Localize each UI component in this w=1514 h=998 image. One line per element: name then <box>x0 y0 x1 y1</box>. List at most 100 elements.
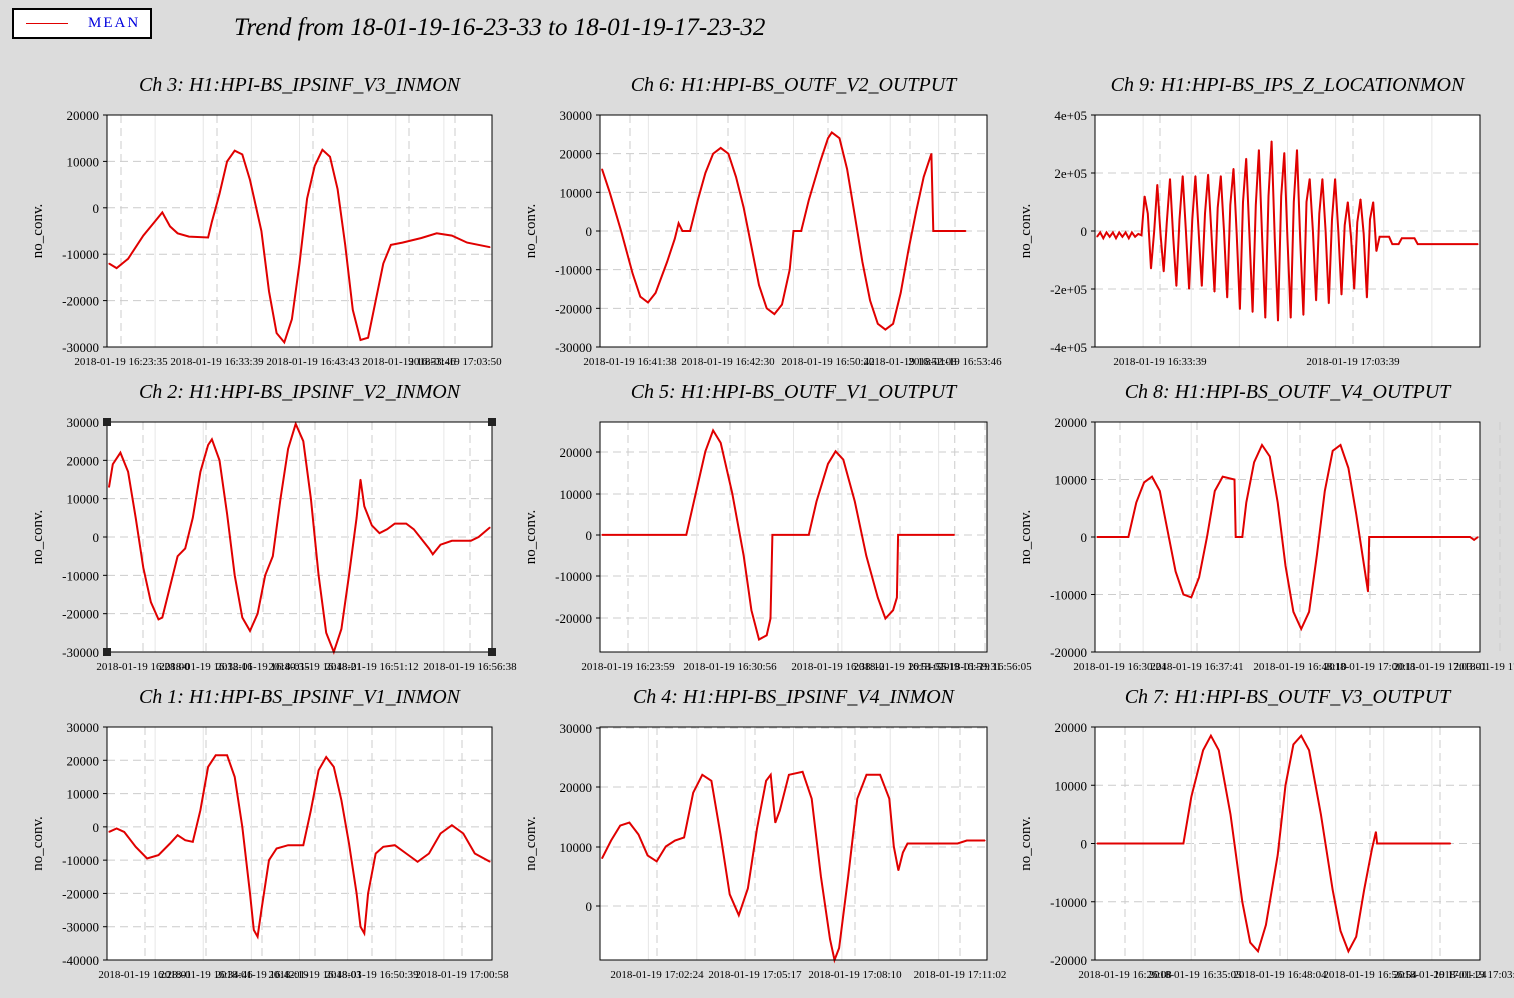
y-tick-label: 20000 <box>67 453 100 468</box>
x-tick-label: 2018-01-19 17:00:11 <box>1324 661 1417 673</box>
data-point <box>929 842 931 845</box>
data-point <box>1099 231 1101 233</box>
data-point <box>720 147 722 149</box>
data-point <box>298 262 301 265</box>
y-tick-label: 10000 <box>560 840 593 855</box>
data-point <box>1371 848 1373 850</box>
data-point <box>1290 317 1292 319</box>
data-point <box>1229 813 1232 816</box>
data-point <box>838 947 840 949</box>
y-tick-label: -20000 <box>1050 645 1087 660</box>
data-point <box>466 242 468 244</box>
data-point <box>769 617 772 620</box>
chart-title: Ch 9: H1:HPI-BS_IPS_Z_LOCATIONMON <box>1111 74 1466 96</box>
y-tick-label: -10000 <box>62 568 99 583</box>
y-tick-label: 10000 <box>1055 778 1088 793</box>
x-tick-label: 2018-01-19 16:48:10 <box>1253 661 1347 673</box>
data-point <box>386 528 388 530</box>
y-axis-label: no_conv. <box>523 510 539 564</box>
y-tick-label: -30000 <box>62 340 99 355</box>
x-tick-label: 2018-01-19 16:41:38 <box>583 356 677 368</box>
y-tick-label: -20000 <box>62 607 99 622</box>
data-point <box>628 822 631 824</box>
plot-frame <box>106 421 493 653</box>
data-point <box>620 230 622 232</box>
x-tick-label: 2018-01-19 16:53:46 <box>908 356 1002 368</box>
data-point <box>1169 178 1171 180</box>
data-point <box>405 852 407 855</box>
data-point <box>489 246 491 248</box>
data-point <box>1332 450 1334 452</box>
data-point <box>1239 308 1241 310</box>
data-point <box>1201 285 1203 287</box>
data-point <box>1367 591 1369 593</box>
x-tick-label: 2018-01-19 17:02:24 <box>610 969 704 981</box>
data-point <box>1249 941 1251 944</box>
y-tick-label: -30000 <box>62 920 99 935</box>
data-point <box>1376 842 1378 845</box>
chart-panel-6: Ch 8: H1:HPI-BS_OUTF_V4_OUTPUT no_conv. 20… <box>1018 381 1514 673</box>
data-point <box>108 831 110 833</box>
data-point <box>1366 297 1368 299</box>
chart-title: Ch 7: H1:HPI-BS_OUTF_V3_OUTPUT <box>1125 686 1452 708</box>
data-point <box>1153 230 1155 232</box>
data-point <box>665 845 667 848</box>
data-point <box>808 534 810 536</box>
data-point <box>218 193 221 195</box>
data-point <box>1299 239 1301 241</box>
data-point <box>1198 576 1200 578</box>
data-point <box>1125 231 1127 233</box>
data-point <box>1163 271 1165 273</box>
chart-panel-4: Ch 2: H1:HPI-BS_IPSINF_V2_INMON no_conv. 3… <box>30 381 517 673</box>
y-tick-label: -10000 <box>62 853 99 868</box>
data-point <box>1267 195 1270 197</box>
data-point <box>234 776 236 778</box>
data-point <box>348 842 350 845</box>
x-tick-label: 2018-01-19 17:03:50 <box>1433 969 1514 981</box>
data-point <box>378 532 381 534</box>
data-point <box>272 555 274 557</box>
data-point <box>900 292 902 294</box>
data-point <box>639 296 641 298</box>
data-point <box>257 936 259 938</box>
chart-title: Ch 8: H1:HPI-BS_OUTF_V4_OUTPUT <box>1125 381 1452 403</box>
data-point <box>1315 300 1317 302</box>
data-point <box>1242 201 1244 203</box>
x-tick-label: 2018-01-19 16:33:39 <box>170 356 264 368</box>
data-point <box>720 442 722 444</box>
data-point <box>241 826 243 828</box>
data-point <box>771 534 774 536</box>
plot-frame <box>106 114 493 348</box>
data-point <box>432 553 434 555</box>
data-point <box>1401 237 1403 239</box>
data-point <box>135 846 137 848</box>
data-point <box>915 211 917 213</box>
data-point <box>1151 476 1153 478</box>
data-point <box>869 300 871 302</box>
series-line <box>602 428 955 641</box>
data-point <box>169 225 171 227</box>
data-point <box>1143 481 1145 483</box>
data-point <box>1131 231 1133 233</box>
data-point <box>808 199 810 201</box>
data-point <box>1112 231 1114 233</box>
data-point <box>735 176 737 178</box>
x-tick-label: 2018-01-19 16:26:08 <box>1078 969 1172 981</box>
data-point <box>1261 444 1263 446</box>
data-point <box>211 438 213 440</box>
data-point <box>1202 749 1204 751</box>
y-axis-label: no_conv. <box>523 204 539 258</box>
data-point <box>1469 536 1471 538</box>
data-point <box>1213 291 1216 293</box>
data-point <box>1363 233 1365 235</box>
data-point <box>1127 536 1129 538</box>
data-point <box>773 313 776 315</box>
legend-label: MEAN <box>88 15 141 31</box>
plot-frame <box>106 726 493 961</box>
data-point <box>770 774 772 776</box>
x-tick-label: 2018-01-19 17:11:02 <box>1454 661 1514 673</box>
data-point <box>892 609 894 611</box>
data-point <box>1210 735 1212 737</box>
x-tick-label: 2018-01-19 16:30:24 <box>1073 661 1167 673</box>
data-point <box>287 448 289 450</box>
